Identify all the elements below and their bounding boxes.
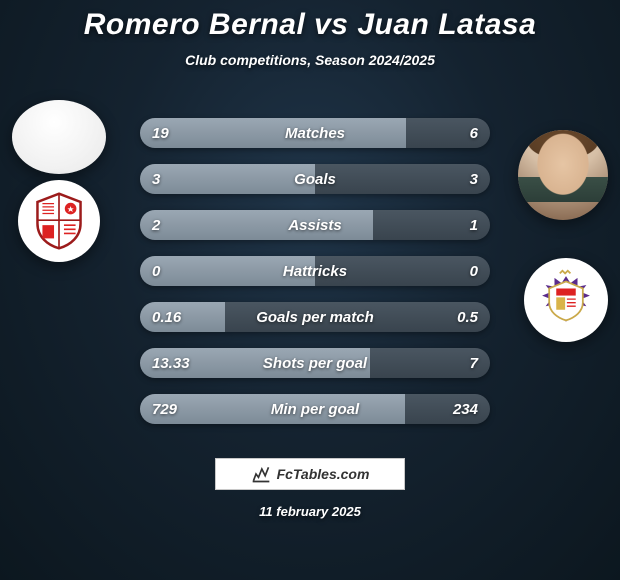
stat-row-goals: 3Goals3 [140,164,490,194]
footer-date: 11 february 2025 [0,504,620,519]
player-left-photo [12,100,106,174]
valladolid-crest-icon [535,269,597,331]
stat-label: Assists [140,210,490,240]
stat-value-right: 1 [470,210,478,240]
stat-value-right: 7 [470,348,478,378]
stat-row-shots_per_goal: 13.33Shots per goal7 [140,348,490,378]
stat-row-assists: 2Assists1 [140,210,490,240]
stat-label: Min per goal [140,394,490,424]
sevilla-crest-icon [34,192,84,250]
stat-row-goals_per_match: 0.16Goals per match0.5 [140,302,490,332]
stat-value-right: 0.5 [457,302,478,332]
stat-label: Goals per match [140,302,490,332]
stat-label: Goals [140,164,490,194]
vs-separator: vs [314,8,348,41]
page-title: Romero Bernal vs Juan Latasa [0,0,620,42]
stat-value-right: 234 [453,394,478,424]
stat-row-min_per_goal: 729Min per goal234 [140,394,490,424]
stat-label: Hattricks [140,256,490,286]
player-left-name: Romero Bernal [84,8,306,41]
stat-value-right: 6 [470,118,478,148]
watermark-text: FcTables.com [277,466,370,482]
fctables-logo-icon [251,464,271,484]
crest-left [18,180,100,262]
player-right-photo [518,130,608,220]
stat-rows: 19Matches6 3Goals3 2Assists1 0Hattricks0 0.1… [140,118,490,440]
stat-value-right: 3 [470,164,478,194]
stat-row-matches: 19Matches6 [140,118,490,148]
stat-label: Shots per goal [140,348,490,378]
comparison-stage: 19Matches6 3Goals3 2Assists1 0Hattricks0 0.1… [0,100,620,580]
player-right-name: Juan Latasa [357,8,536,41]
watermark-badge: FcTables.com [215,458,405,490]
crest-right [524,258,608,342]
stat-label: Matches [140,118,490,148]
stat-value-right: 0 [470,256,478,286]
stat-row-hattricks: 0Hattricks0 [140,256,490,286]
subtitle: Club competitions, Season 2024/2025 [0,52,620,68]
